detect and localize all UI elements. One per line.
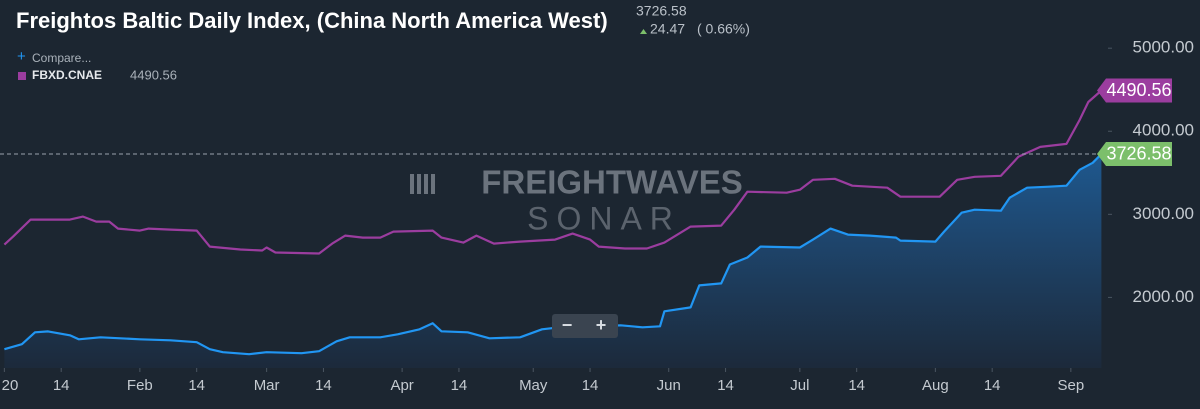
y-tick-label: 5000.00	[1133, 38, 1194, 57]
legend-value: 4490.56	[130, 67, 177, 82]
y-tick-label: 2000.00	[1133, 287, 1194, 306]
value-badge-label: 4490.56	[1106, 80, 1171, 100]
x-tick-label: Mar	[254, 377, 280, 394]
y-tick-label: 3000.00	[1133, 204, 1194, 223]
x-tick-label: 20	[2, 377, 19, 394]
up-arrow	[640, 29, 647, 34]
x-tick-label: 14	[984, 377, 1001, 394]
legend-swatch	[18, 72, 26, 80]
zoom-out-button[interactable]: −	[562, 315, 573, 335]
watermark-text: SONAR	[527, 200, 681, 236]
area	[4, 154, 1102, 368]
compare-button[interactable]: Compare...	[32, 51, 91, 65]
x-tick-label: 14	[717, 377, 734, 394]
y-tick-label: 4000.00	[1133, 121, 1194, 140]
plot-area	[0, 89, 1108, 368]
x-tick-label: 14	[582, 377, 599, 394]
x-tick-label: Apr	[390, 377, 413, 394]
watermark-text: FREIGHTWAVES	[481, 164, 743, 201]
watermark: FREIGHTWAVES SONAR	[410, 164, 743, 236]
x-tick-label: 14	[315, 377, 332, 394]
x-tick-label: Sep	[1057, 377, 1084, 394]
x-tick-label: 14	[451, 377, 468, 394]
zoom-in-button[interactable]: +	[596, 315, 607, 335]
value-badge	[1097, 141, 1172, 166]
x-tick-label: Jun	[657, 377, 681, 394]
change-value: 24.47	[650, 21, 685, 37]
legend: FBXD.CNAE 4490.56	[18, 67, 177, 82]
zoom-panel	[552, 314, 618, 338]
x-tick-label: Jul	[790, 377, 809, 394]
value-badge	[1097, 78, 1172, 103]
series-line	[4, 153, 1103, 356]
value-badge-label: 3726.58	[1106, 144, 1171, 164]
x-tick-label: 14	[848, 377, 865, 394]
x-tick-label: 14	[188, 377, 205, 394]
x-tick-label: 14	[53, 377, 70, 394]
x-tick-label: Aug	[922, 377, 949, 394]
last-value: 3726.58	[636, 3, 687, 19]
change-percent: ( 0.66%)	[697, 21, 750, 37]
zoom-controls: − +	[552, 314, 618, 338]
watermark-logo	[410, 174, 435, 194]
legend-label: FBXD.CNAE	[32, 68, 102, 82]
series-line	[3, 89, 1103, 255]
chart-title: Freightos Baltic Daily Index, (China Nor…	[16, 8, 608, 33]
x-tick-label: May	[519, 377, 548, 394]
compare-icon[interactable]: +	[17, 48, 26, 65]
x-tick-label: Feb	[127, 377, 153, 394]
